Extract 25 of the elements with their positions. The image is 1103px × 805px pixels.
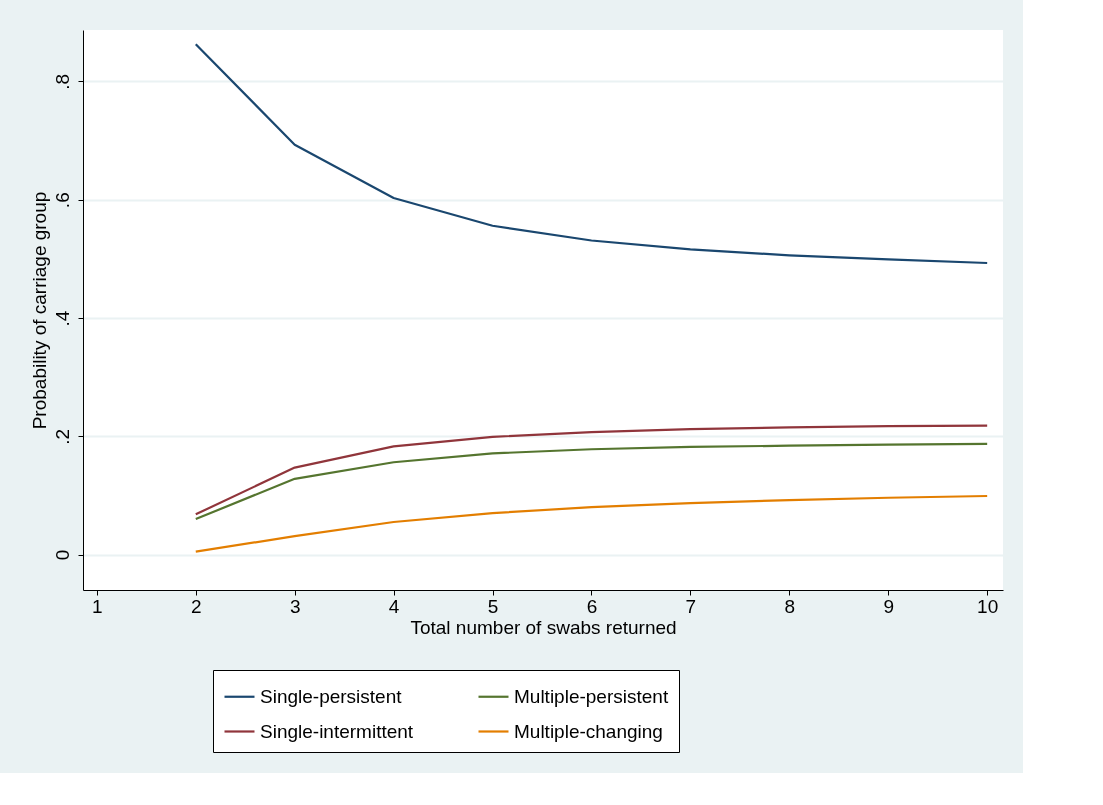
y-axis-title: Probability of carriage group	[28, 191, 50, 430]
line-series	[194, 43, 989, 265]
x-tick-label: 3	[289, 595, 301, 617]
x-tick-label: 1	[92, 595, 103, 617]
line-series	[194, 494, 989, 553]
y-tick-label: 0	[51, 549, 73, 561]
x-tick-label: 4	[388, 595, 400, 617]
y-tick-label: .4	[51, 310, 73, 327]
line-series	[194, 442, 989, 521]
x-tick-label: 9	[883, 595, 895, 617]
x-tick-label: 5	[487, 595, 499, 617]
line-series	[194, 424, 989, 516]
y-tick-label: .6	[51, 192, 73, 209]
x-tick-label: 7	[685, 595, 697, 617]
legend-label: Multiple-persistent	[514, 685, 669, 707]
x-tick-label: 10	[977, 595, 999, 617]
legend-label: Multiple-changing	[514, 720, 663, 742]
legend-label: Single-intermittent	[260, 720, 414, 742]
y-tick-label: .2	[51, 428, 73, 445]
y-tick-label: .8	[51, 74, 73, 90]
x-tick-label: 8	[784, 595, 796, 617]
legend-label: Single-persistent	[260, 685, 403, 707]
x-tick-label: 6	[586, 595, 598, 617]
x-axis-title: Total number of swabs returned	[410, 616, 677, 638]
x-tick-label: 2	[190, 595, 202, 617]
